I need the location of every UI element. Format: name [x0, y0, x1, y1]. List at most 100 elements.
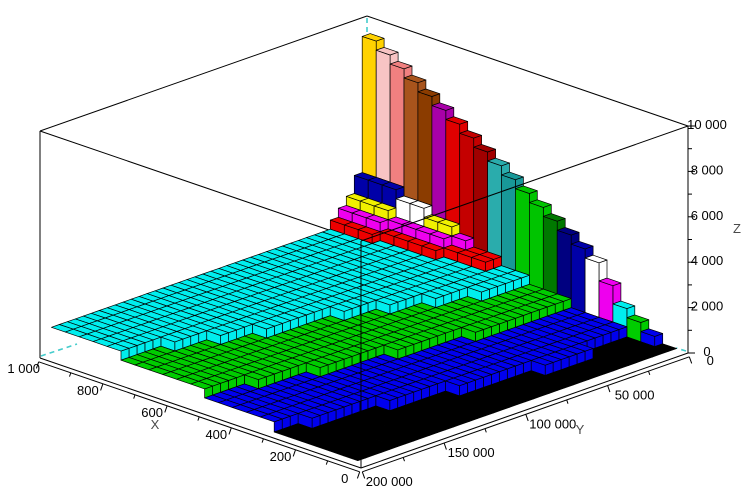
surface-cell	[471, 254, 494, 263]
surface-cell	[361, 36, 377, 178]
surface-cell	[190, 380, 213, 390]
x-tick-label: 1 000	[7, 361, 40, 376]
surface-cell	[421, 242, 445, 252]
x-axis-minor-tick	[69, 372, 72, 377]
surface-cell	[375, 49, 391, 183]
surface-cell	[403, 77, 419, 202]
y-axis-major-tick	[443, 442, 447, 450]
surface-cell	[259, 413, 283, 423]
surface-cell	[626, 314, 650, 323]
box-edge-top-left-front	[39, 130, 362, 242]
surface-cell	[389, 63, 405, 188]
y-axis-minor-tick	[648, 370, 651, 376]
y-tick-label: 100 000	[529, 416, 576, 431]
box-edge-top-right-front	[360, 125, 689, 242]
surface-cell	[343, 452, 367, 462]
surface-cell	[473, 144, 496, 153]
y-axis-minor-tick	[484, 428, 487, 433]
surface-cell	[529, 199, 552, 208]
x-axis-line	[38, 361, 360, 473]
surface-cell	[542, 213, 566, 222]
y-axis-minor-tick	[402, 457, 405, 462]
x-tick-label: 400	[205, 427, 227, 442]
box-edge-top-back-left	[39, 15, 368, 132]
surface-cell	[381, 181, 405, 191]
hidden-edge-dashed	[675, 347, 687, 352]
x-axis-minor-tick	[261, 438, 264, 443]
surface-cell	[409, 200, 433, 209]
surface-cell	[515, 188, 530, 276]
surface-cell	[431, 102, 455, 111]
surface-cell	[570, 243, 586, 313]
surface-cell	[515, 185, 538, 194]
x-axis-minor-tick	[197, 416, 200, 421]
x-tick-label: 0	[341, 471, 348, 486]
surface-cell	[598, 277, 622, 287]
surface-cell	[445, 116, 469, 125]
surface-cell	[357, 226, 381, 235]
surface-cell	[403, 74, 427, 84]
surface-cell	[556, 227, 580, 236]
x-tick-label: 200	[270, 449, 292, 464]
y-tick-label: 150 000	[448, 445, 495, 460]
surface-cell	[598, 280, 614, 323]
x-axis-major-tick	[164, 405, 168, 413]
y-axis-title: Y	[576, 422, 585, 437]
x-axis-title: X	[151, 417, 160, 432]
surface-cell	[417, 91, 433, 206]
hidden-edge-dashed	[40, 343, 78, 357]
y-axis-major-tick	[361, 471, 366, 479]
x-tick-label: 600	[141, 405, 163, 420]
surface-cell	[584, 254, 608, 264]
surface-cell	[106, 343, 130, 352]
y-axis-minor-tick	[566, 399, 569, 404]
surface-cell	[612, 300, 636, 309]
surface-cell	[570, 240, 594, 250]
surface-cell	[542, 216, 558, 295]
surface-cell	[501, 171, 524, 181]
x-tick-label: 800	[77, 383, 99, 398]
surface-cell	[556, 229, 572, 299]
x-axis-major-tick	[356, 471, 361, 479]
surface-cell	[640, 328, 664, 337]
y-axis-major-tick	[688, 356, 693, 364]
surface-cell	[373, 202, 397, 211]
box-edge-top-back-right	[366, 15, 689, 127]
surface-cell	[487, 160, 502, 257]
x-axis-major-tick	[228, 427, 232, 435]
surface-cell	[417, 88, 441, 97]
y-axis-major-tick	[525, 414, 529, 422]
box-edge-bottom-left	[39, 357, 362, 469]
z-tick-label: 4 000	[691, 253, 724, 268]
y-axis-major-tick	[607, 385, 611, 393]
surface-cell	[473, 146, 488, 253]
surface-cell	[529, 202, 544, 290]
surface-cell	[365, 214, 389, 223]
axes-layer: 0 200 400 600 800 1 000 0 50 000 100 000 150 000 2…	[7, 117, 726, 489]
x-axis-minor-tick	[325, 460, 329, 465]
wireframe-layer	[39, 15, 689, 469]
surface-cell	[459, 130, 482, 139]
surface-cell	[375, 47, 399, 56]
box-edge-bottom-right	[360, 352, 689, 469]
z-tick-label: 6 000	[691, 208, 724, 223]
surface-cell	[459, 132, 475, 239]
z-tick-label: 8 000	[691, 162, 724, 177]
surface-cell	[598, 259, 608, 282]
y-tick-label: 200 000	[366, 474, 413, 489]
surface-cell	[429, 230, 453, 240]
y-tick-label: 0	[707, 353, 714, 368]
x-axis-major-tick	[35, 361, 40, 369]
surface-cell	[389, 60, 413, 70]
z-axis-title: Z	[733, 221, 741, 236]
y-tick-label: 50 000	[615, 388, 655, 403]
z-tick-label: 2 000	[691, 299, 724, 314]
z-tick-label: 0	[703, 344, 710, 359]
surface-cell	[584, 257, 600, 318]
z-tick-label: 10 000	[687, 117, 727, 132]
surface-cell	[487, 157, 510, 167]
surface-layer	[51, 33, 677, 462]
axis-titles: X Y Z	[151, 221, 741, 437]
